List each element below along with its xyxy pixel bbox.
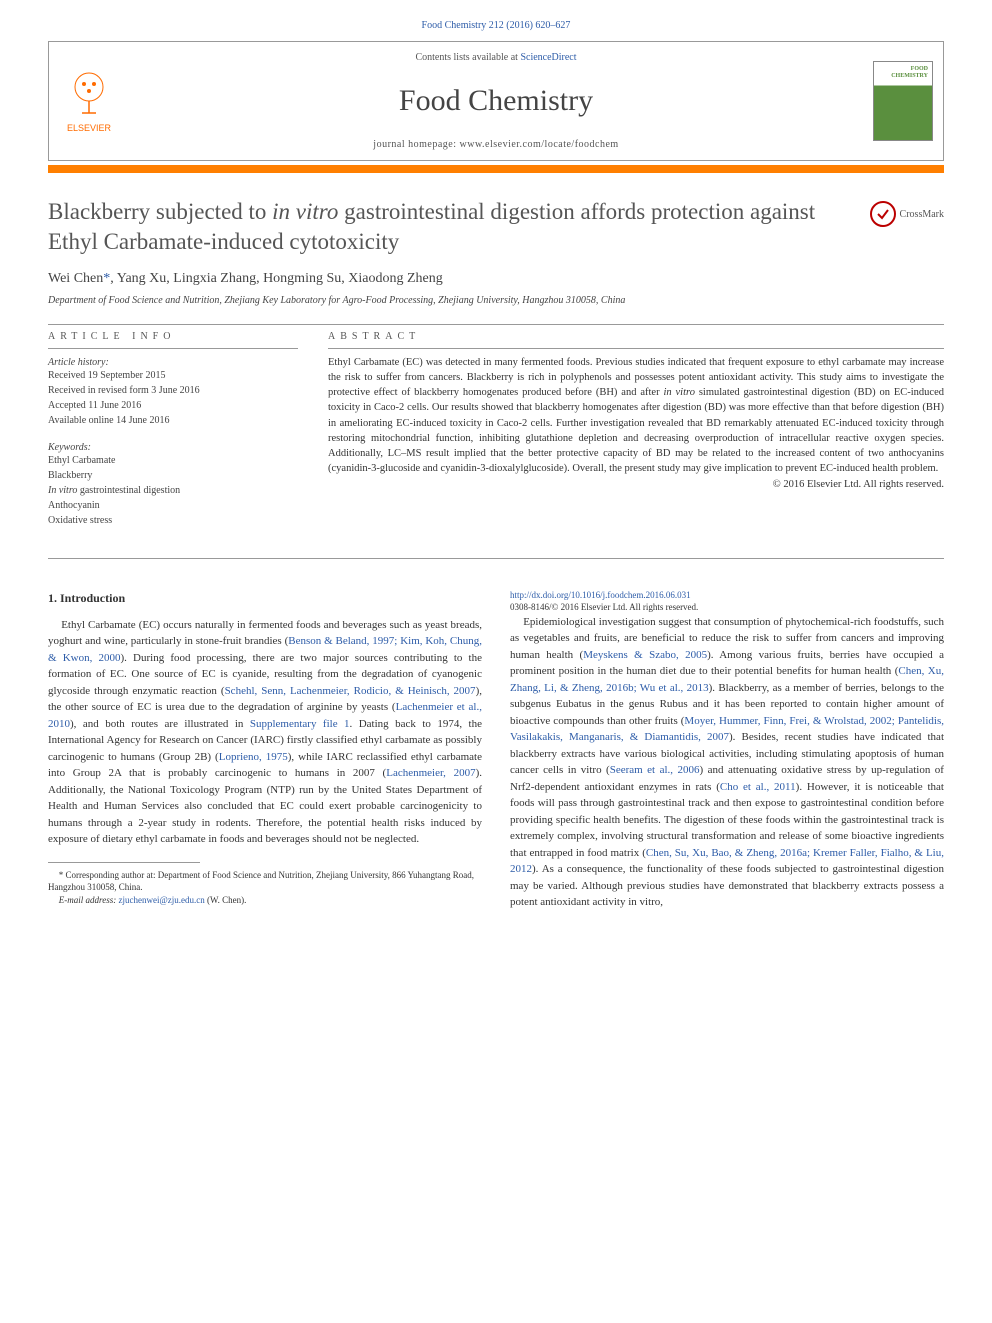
crossmark-icon: [870, 201, 896, 227]
abstract-text: Ethyl Carbamate (EC) was detected in man…: [328, 355, 944, 477]
cover-thumbnail: FOODCHEMISTRY: [873, 61, 933, 141]
abstract-copyright: © 2016 Elsevier Ltd. All rights reserved…: [328, 479, 944, 490]
article-info-column: article info Article history: Received 1…: [48, 331, 298, 528]
date-received: Received 19 September 2015: [48, 368, 298, 383]
keywords-label: Keywords:: [48, 442, 298, 453]
rule-info: [48, 348, 298, 349]
body-text: ), and both routes are illustrated in: [70, 718, 250, 730]
citation-link[interactable]: Meyskens & Szabo, 2005: [583, 649, 707, 661]
abstract-header: abstract: [328, 331, 944, 342]
email-link[interactable]: zjuchenwei@zju.edu.cn: [118, 895, 204, 905]
header-box: ELSEVIER Contents lists available at Sci…: [48, 41, 944, 161]
rule-bottom: [48, 558, 944, 559]
crossmark-label: CrossMark: [900, 209, 944, 220]
homepage-prefix: journal homepage:: [373, 139, 459, 150]
keyword: In vitro gastrointestinal digestion: [48, 483, 298, 498]
citation-link[interactable]: Cho et al., 2011: [720, 781, 796, 793]
authors-line: Wei Chen*, Yang Xu, Lingxia Zhang, Hongm…: [48, 271, 944, 287]
contents-prefix: Contents lists available at: [415, 52, 520, 63]
corresponding-mark: *: [103, 271, 110, 286]
keyword: Anthocyanin: [48, 498, 298, 513]
body-paragraph: Epidemiological investigation suggest th…: [510, 614, 944, 911]
doi-link[interactable]: http://dx.doi.org/10.1016/j.foodchem.201…: [510, 589, 944, 602]
date-online: Available online 14 June 2016: [48, 413, 298, 428]
keyword: Blackberry: [48, 468, 298, 483]
keyword: Oxidative stress: [48, 513, 298, 528]
corresponding-footnote: * Corresponding author at: Department of…: [48, 869, 482, 894]
body-text: ). As a consequence, the functionality o…: [510, 863, 944, 908]
issn-copyright: 0308-8146/© 2016 Elsevier Ltd. All right…: [510, 601, 944, 614]
article-info-header: article info: [48, 331, 298, 342]
affiliation: Department of Food Science and Nutrition…: [48, 295, 944, 306]
supplementary-link[interactable]: Supplementary file 1: [250, 718, 350, 730]
citation-link[interactable]: Loprieno, 1975: [219, 751, 288, 763]
citation-link[interactable]: Seeram et al., 2006: [610, 764, 700, 776]
publisher-logo: ELSEVIER: [49, 42, 129, 160]
history-dates: Received 19 September 2015 Received in r…: [48, 368, 298, 428]
doi-block: http://dx.doi.org/10.1016/j.foodchem.201…: [510, 589, 944, 614]
orange-divider-bar: [48, 165, 944, 173]
cover-text: FOODCHEMISTRY: [891, 66, 928, 79]
homepage-line: journal homepage: www.elsevier.com/locat…: [373, 139, 618, 150]
publisher-name: ELSEVIER: [67, 123, 111, 133]
journal-cover: FOODCHEMISTRY: [863, 42, 943, 160]
history-label: Article history:: [48, 357, 298, 368]
email-label: E-mail address:: [59, 895, 119, 905]
contents-line: Contents lists available at ScienceDirec…: [415, 52, 576, 63]
citation-link[interactable]: Lachenmeier, 2007: [386, 767, 475, 779]
journal-name: Food Chemistry: [399, 84, 593, 118]
sciencedirect-link[interactable]: ScienceDirect: [520, 52, 576, 63]
date-accepted: Accepted 11 June 2016: [48, 398, 298, 413]
email-footnote: E-mail address: zjuchenwei@zju.edu.cn (W…: [48, 894, 482, 907]
elsevier-tree-icon: [64, 69, 114, 119]
footnote-separator: [48, 862, 200, 863]
homepage-url[interactable]: www.elsevier.com/locate/foodchem: [460, 139, 619, 150]
rule-abstract: [328, 348, 944, 349]
body-columns: 1. Introduction Ethyl Carbamate (EC) occ…: [48, 589, 944, 916]
date-revised: Received in revised form 3 June 2016: [48, 383, 298, 398]
rule-top: [48, 324, 944, 325]
article-title: Blackberry subjected to in vitro gastroi…: [48, 197, 850, 257]
header-center: Contents lists available at ScienceDirec…: [129, 42, 863, 160]
citation-link[interactable]: Schehl, Senn, Lachenmeier, Rodicio, & He…: [225, 685, 476, 697]
header-citation: Food Chemistry 212 (2016) 620–627: [48, 20, 944, 31]
keyword: Ethyl Carbamate: [48, 453, 298, 468]
keywords-list: Ethyl Carbamate Blackberry In vitro gast…: [48, 453, 298, 528]
abstract-column: abstract Ethyl Carbamate (EC) was detect…: [328, 331, 944, 528]
crossmark-badge[interactable]: CrossMark: [870, 201, 944, 227]
body-paragraph: Ethyl Carbamate (EC) occurs naturally in…: [48, 617, 482, 848]
section-heading: 1. Introduction: [48, 589, 482, 607]
email-suffix: (W. Chen).: [205, 895, 247, 905]
